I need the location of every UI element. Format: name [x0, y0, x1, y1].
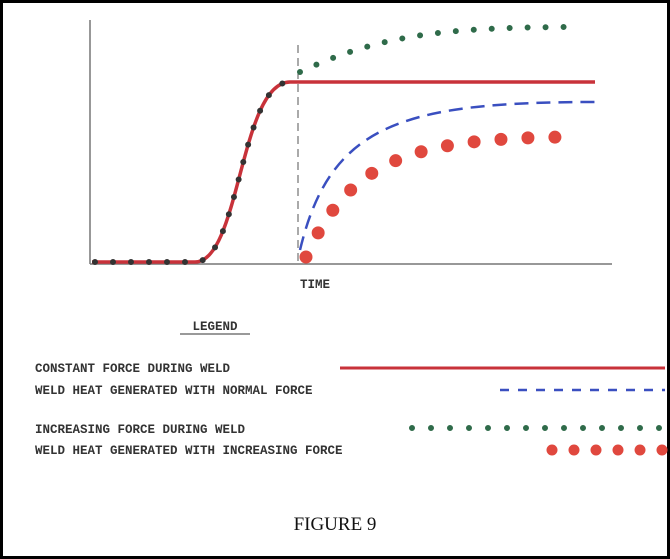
- constant-force-dots: [92, 79, 293, 265]
- axis-label: TIME: [300, 278, 330, 292]
- increasing-heat-curve: [299, 130, 587, 264]
- legend-entry: WELD HEAT GENERATED WITH INCREASING FORC…: [35, 444, 343, 458]
- caption: FIGURE 9: [294, 514, 377, 535]
- legend-entry: INCREASING FORCE DURING WELD: [35, 423, 246, 437]
- constant-force-curve: [92, 80, 595, 264]
- legend-entry: CONSTANT FORCE DURING WELD: [35, 362, 231, 376]
- plot: TIME: [89, 20, 612, 292]
- normal-heat-curve: [298, 100, 596, 251]
- legend: LEGEND CONSTANT FORCE DURING WELD WELD H…: [35, 320, 670, 458]
- increasing-force-curve: [297, 24, 583, 75]
- legend-title: LEGEND: [192, 320, 238, 334]
- legend-entry: WELD HEAT GENERATED WITH NORMAL FORCE: [35, 384, 313, 398]
